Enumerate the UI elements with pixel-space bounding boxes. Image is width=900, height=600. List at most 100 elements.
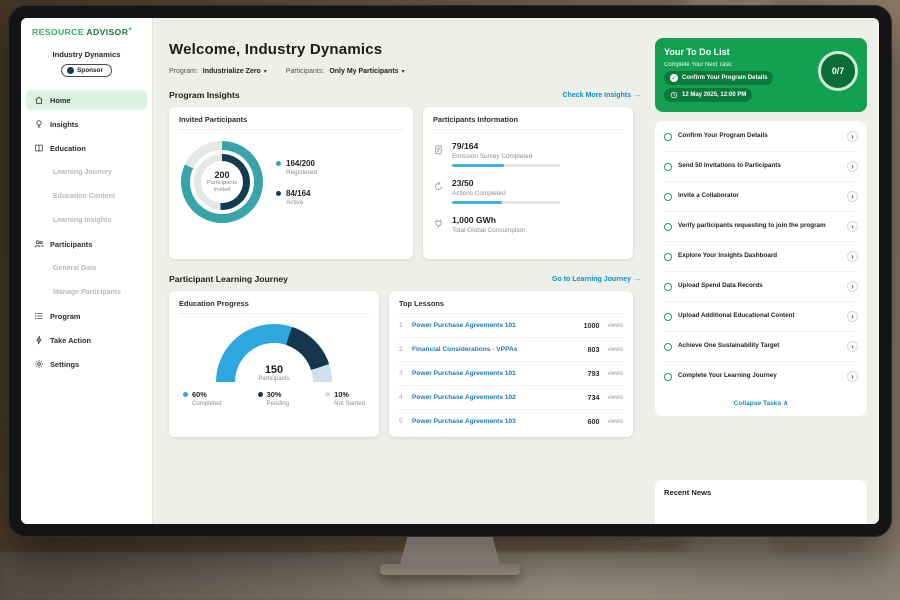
todo-task[interactable]: Complete Your Learning Journey › [664,362,858,391]
actions-progress-bar [452,201,560,204]
sidebar-item-label: Learning Journey [53,168,112,176]
legend-dot [276,160,281,166]
program-dropdown[interactable]: Industrialize Zero ▾ [203,68,267,75]
lesson-link[interactable]: Power Purchase Agreements 101 [412,370,516,377]
invited-donut-gap: 200 Participants Invited [190,150,254,214]
lesson-link[interactable]: Power Purchase Agreements 101 [412,322,516,329]
participants-information-card: Participants Information 79/164 Emission… [423,107,633,259]
chevron-right-icon[interactable]: › [847,191,858,202]
lesson-views-unit: views [607,370,623,377]
monitor-stand-base [380,564,520,575]
logo-plus: + [128,27,133,34]
lightbulb-icon [34,119,44,129]
legend-dot [325,392,331,397]
sidebar-item-learning-insights[interactable]: Learning Insights [26,210,147,230]
legend-dot [257,392,263,397]
section-title: Participant Learning Journey [169,274,288,284]
participants-dropdown[interactable]: Only My Participants ▾ [329,68,404,75]
lesson-rank: 2 [399,346,403,353]
participants-dropdown-value: Only My Participants [329,68,399,75]
todo-task[interactable]: Confirm Your Program Details › [664,122,858,152]
sidebar-item-manage-participants[interactable]: Manage Participants [26,282,147,302]
todo-task[interactable]: Upload Spend Data Records › [664,272,858,302]
gear-icon [34,359,44,369]
chevron-right-icon[interactable]: › [847,221,858,232]
lesson-views-unit: views [607,394,623,401]
caret-down-icon: ▾ [263,69,267,75]
sidebar-item-label: Education Content [53,192,116,200]
go-to-learning-journey-link[interactable]: Go to Learning Journey → [552,275,641,283]
next-task-label: Confirm Your Program Details [682,75,768,81]
task-label: Upload Additional Educational Content [678,312,795,320]
lesson-link[interactable]: Power Purchase Agreements 102 [412,394,516,401]
task-checkbox[interactable] [664,192,672,201]
collapse-tasks-link[interactable]: Collapse Tasks ∧ [733,400,789,407]
chevron-right-icon[interactable]: › [847,251,858,262]
sidebar-item-insights[interactable]: Insights [26,114,147,134]
chevron-right-icon[interactable]: › [847,311,858,322]
lesson-views-unit: views [607,346,623,353]
task-checkbox[interactable] [664,252,672,261]
sponsor-icon [67,67,75,74]
invited-legend: 164/200 Registered 84/164 Active [276,159,317,206]
chevron-right-icon[interactable]: › [847,371,858,382]
sidebar-item-participants[interactable]: Participants [26,234,147,254]
arrow-right-icon: → [634,275,641,283]
education-gauge-chart: 150 Participants [216,324,332,382]
invited-donut-chart: 200 Participants Invited 164/200 [179,130,403,223]
todo-task[interactable]: Send 50 Invitations to Participants › [664,152,858,182]
lesson-views: 1000 [583,321,600,330]
sidebar-item-education[interactable]: Education [26,138,147,158]
top-lessons-card: Top Lessons 1 Power Purchase Agreements … [389,291,633,437]
task-checkbox[interactable] [664,162,672,171]
task-checkbox[interactable] [664,132,672,141]
stat-emission-survey: 79/164 Emission Survey Completed [433,141,623,167]
sidebar-item-program[interactable]: Program [26,306,147,326]
lesson-views: 600 [587,417,600,426]
todo-task[interactable]: Upload Additional Educational Content › [664,302,858,332]
app-logo: RESOURCE ADVISOR+ [21,27,152,37]
program-filter-label: Program: [169,68,198,75]
chevron-right-icon[interactable]: › [847,161,858,172]
lightning-icon [34,335,44,345]
todo-list-card: Confirm Your Program Details › Send 50 I… [655,121,867,416]
caret-down-icon: ▾ [401,69,405,75]
chevron-right-icon[interactable]: › [847,281,858,292]
lesson-link[interactable]: Power Purchase Agreements 103 [412,418,516,425]
sidebar-item-label: Education [50,143,86,153]
learning-journey-header: Participant Learning Journey Go to Learn… [169,274,641,284]
check-more-insights-link[interactable]: Check More Insights → [562,91,641,99]
sidebar-item-settings[interactable]: Settings [26,354,147,374]
invited-donut-outer: 200 Participants Invited [181,141,263,223]
lesson-row: 1 Power Purchase Agreements 101 1000 vie… [399,314,623,338]
lesson-row: 5 Power Purchase Agreements 103 600 view… [399,410,623,433]
todo-task[interactable]: Explore Your Insights Dashboard › [664,242,858,272]
task-checkbox[interactable] [664,342,672,351]
todo-task[interactable]: Achieve One Sustainability Target › [664,332,858,362]
lesson-rank: 3 [399,370,403,377]
chevron-right-icon[interactable]: › [847,131,858,142]
task-checkbox[interactable] [664,312,672,321]
todo-task[interactable]: Invite a Collaborator › [664,182,858,212]
todo-header-card: Your To Do List Complete Your Next Task:… [655,38,867,112]
lesson-row: 3 Power Purchase Agreements 101 793 view… [399,362,623,386]
sidebar-item-education-content[interactable]: Education Content [26,186,147,206]
sidebar-item-home[interactable]: Home [26,90,147,110]
todo-task[interactable]: Verify participants requesting to join t… [664,212,858,242]
legend-dot [183,392,188,397]
legend-label: Registered [286,168,317,176]
next-task-pill[interactable]: ✓ Confirm Your Program Details [664,71,774,85]
task-checkbox[interactable] [664,222,672,231]
sidebar-item-label: Insights [50,119,79,129]
sidebar-nav: Home Insights Education Learning Journey… [21,90,152,374]
sidebar-item-take-action[interactable]: Take Action [26,330,147,350]
lesson-link[interactable]: Financial Considerations - VPPAs [412,346,518,353]
insights-cards-row: Invited Participants 200 Participants In… [169,107,641,259]
sidebar-item-general-data[interactable]: General Data [26,258,147,278]
legend-label: Completed [192,400,222,407]
task-checkbox[interactable] [664,282,672,291]
task-checkbox[interactable] [664,372,672,381]
sidebar-item-learning-journey[interactable]: Learning Journey [26,162,147,182]
chevron-right-icon[interactable]: › [847,341,858,352]
card-title: Top Lessons [399,299,623,314]
